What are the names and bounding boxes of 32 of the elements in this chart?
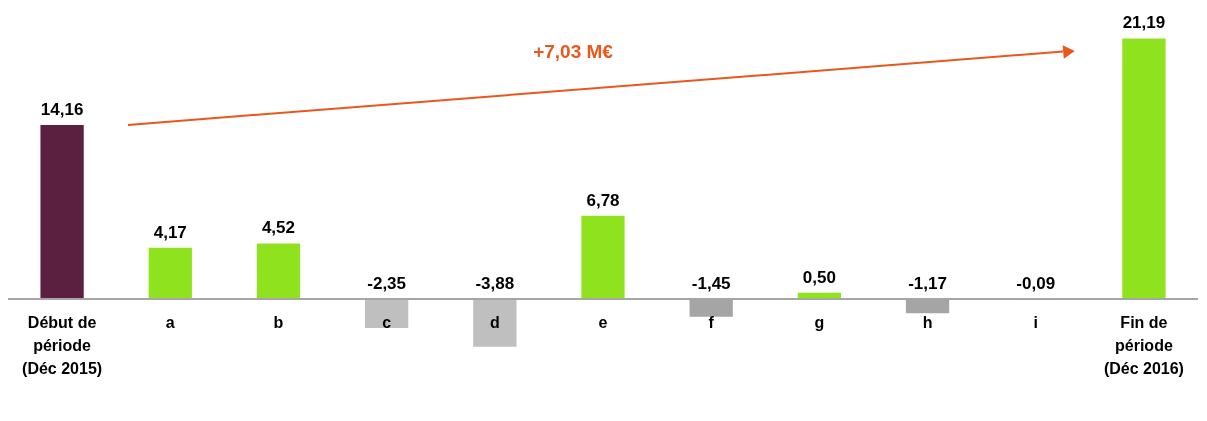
bar [581, 215, 625, 299]
bar [905, 298, 950, 314]
bar [256, 243, 301, 299]
data-label: 21,19 [1122, 13, 1166, 33]
x-tick-label: d [489, 313, 500, 331]
data-label: 0,50 [802, 267, 836, 287]
data-label: 4,52 [261, 218, 295, 238]
bar [689, 298, 733, 317]
data-label: 4,17 [153, 222, 187, 242]
x-tick-label: a [165, 313, 175, 331]
data-label: -0,09 [1016, 273, 1056, 293]
annotation: +7,03 M€ [533, 40, 614, 62]
bar [365, 298, 409, 328]
bar [1122, 38, 1166, 299]
x-tick-label: Début de période (Déc 2015) [22, 313, 103, 377]
x-tick-label: e [598, 313, 608, 331]
x-tick-label: c [382, 313, 392, 331]
data-label: -1,17 [908, 273, 947, 293]
data-label: 14,16 [40, 99, 84, 119]
data-label: -2,35 [367, 273, 407, 293]
bar [40, 124, 84, 299]
x-tick-label: b [273, 313, 284, 331]
data-label: -1,45 [691, 273, 731, 293]
x-tick-label: i [1033, 313, 1038, 331]
x-tick-label: Fin de période (Déc 2016) [1103, 313, 1184, 377]
bar [473, 298, 517, 347]
data-label: -3,88 [475, 273, 515, 293]
bar [148, 247, 192, 299]
x-tick-label: f [708, 313, 715, 331]
x-tick-label: g [814, 313, 825, 331]
data-label: 6,78 [586, 190, 620, 210]
x-tick-label: h [922, 313, 933, 331]
